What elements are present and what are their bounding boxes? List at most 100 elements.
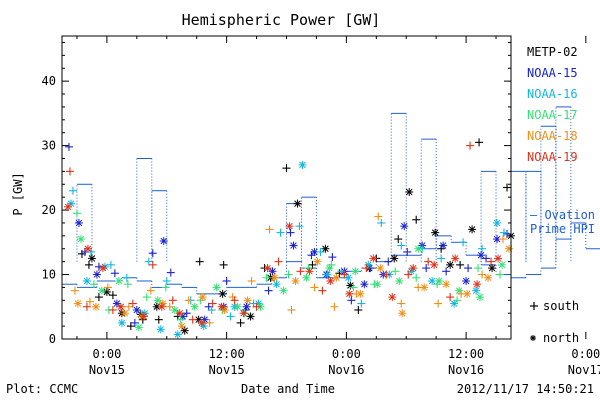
south-point bbox=[176, 315, 185, 324]
data-points bbox=[63, 138, 515, 339]
y-tick-label: 0 bbox=[49, 332, 56, 346]
north-point bbox=[83, 244, 92, 253]
north-point bbox=[114, 276, 123, 285]
south-point bbox=[205, 318, 214, 327]
south-point bbox=[310, 283, 319, 292]
south-point bbox=[166, 268, 175, 277]
ovation-legend-label-2: Prime HPI bbox=[530, 222, 595, 236]
south-point bbox=[230, 296, 239, 305]
south-point bbox=[188, 315, 197, 324]
south-point bbox=[236, 318, 245, 327]
north-point bbox=[157, 302, 166, 311]
north-point bbox=[345, 289, 354, 298]
south-point bbox=[474, 264, 483, 273]
north-point bbox=[134, 323, 143, 332]
legend-entry: NOAA-19 bbox=[527, 150, 578, 164]
south-point bbox=[70, 286, 79, 295]
y-tick-label: 30 bbox=[42, 139, 56, 153]
south-point bbox=[162, 276, 171, 285]
legend-entry: NOAA-17 bbox=[527, 108, 578, 122]
north-point bbox=[369, 254, 378, 263]
north-point bbox=[388, 293, 397, 302]
chart-title: Hemispheric Power [GW] bbox=[182, 11, 381, 29]
south-point bbox=[412, 215, 421, 224]
south-point bbox=[228, 293, 237, 302]
south-point bbox=[68, 186, 77, 195]
north-point bbox=[268, 267, 277, 276]
north-point bbox=[63, 202, 72, 211]
south-point bbox=[487, 257, 496, 266]
south-point bbox=[64, 142, 73, 151]
north-point bbox=[120, 309, 129, 318]
south-point bbox=[72, 209, 81, 218]
south-point bbox=[354, 305, 363, 314]
y-tick-label: 20 bbox=[42, 203, 56, 217]
x-tick-date: Nov15 bbox=[209, 363, 245, 377]
north-point bbox=[360, 280, 369, 289]
north-point bbox=[321, 244, 330, 253]
south-point bbox=[196, 296, 205, 305]
y-tick-label: 40 bbox=[42, 74, 56, 88]
north-point bbox=[263, 264, 272, 273]
north-point bbox=[117, 318, 126, 327]
x-tick-date: Nov17 bbox=[568, 363, 600, 377]
south-point bbox=[349, 283, 358, 292]
north-point bbox=[498, 260, 507, 269]
south-point bbox=[85, 297, 94, 306]
south-point bbox=[207, 305, 216, 314]
south-point bbox=[453, 296, 462, 305]
north-point bbox=[395, 276, 404, 285]
north-point bbox=[390, 254, 399, 263]
north-point bbox=[430, 260, 439, 269]
north-point bbox=[472, 286, 481, 295]
plot-timestamp: 2012/11/17 14:50:21 bbox=[457, 382, 594, 396]
south-point bbox=[124, 302, 133, 311]
north-point bbox=[233, 302, 242, 311]
south-point bbox=[252, 302, 261, 311]
x-tick-time: 12:00 bbox=[448, 347, 484, 361]
south-point bbox=[496, 270, 505, 279]
north-point bbox=[484, 273, 493, 282]
x-axis-label: Date and Time bbox=[241, 382, 335, 396]
south-point bbox=[318, 286, 327, 295]
north-point bbox=[139, 312, 148, 321]
x-tick-time: 0:00 bbox=[332, 347, 361, 361]
north-point bbox=[112, 299, 121, 308]
north-point bbox=[326, 276, 335, 285]
north-point bbox=[323, 270, 332, 279]
south-point bbox=[397, 299, 406, 308]
x-tick-time: 0:00 bbox=[571, 347, 600, 361]
north-point bbox=[272, 280, 281, 289]
north-point bbox=[420, 283, 429, 292]
south-point bbox=[446, 293, 455, 302]
south-point bbox=[265, 225, 274, 234]
south-point bbox=[424, 257, 433, 266]
south-point bbox=[442, 267, 451, 276]
south-point bbox=[144, 257, 153, 266]
north-point bbox=[493, 218, 502, 227]
north-point bbox=[344, 273, 353, 282]
legend-entry: NOAA-16 bbox=[527, 87, 578, 101]
south-point bbox=[106, 260, 115, 269]
south-point bbox=[195, 257, 204, 266]
north-point bbox=[173, 330, 182, 339]
south-legend-label: south bbox=[543, 299, 579, 313]
south-point bbox=[434, 299, 443, 308]
south-point bbox=[82, 302, 91, 311]
north-point bbox=[76, 235, 85, 244]
south-point bbox=[284, 270, 293, 279]
north-point bbox=[505, 244, 514, 253]
south-point bbox=[286, 228, 295, 237]
south-point bbox=[456, 260, 465, 269]
south-point bbox=[65, 167, 74, 176]
north-point bbox=[243, 296, 252, 305]
north-point bbox=[291, 276, 300, 285]
north-point bbox=[414, 244, 423, 253]
north-point bbox=[462, 276, 471, 285]
south-point bbox=[500, 228, 509, 237]
south-point bbox=[122, 273, 131, 282]
south-point bbox=[146, 286, 155, 295]
south-point bbox=[433, 280, 442, 289]
south-point bbox=[330, 302, 339, 311]
north-point bbox=[239, 309, 248, 318]
